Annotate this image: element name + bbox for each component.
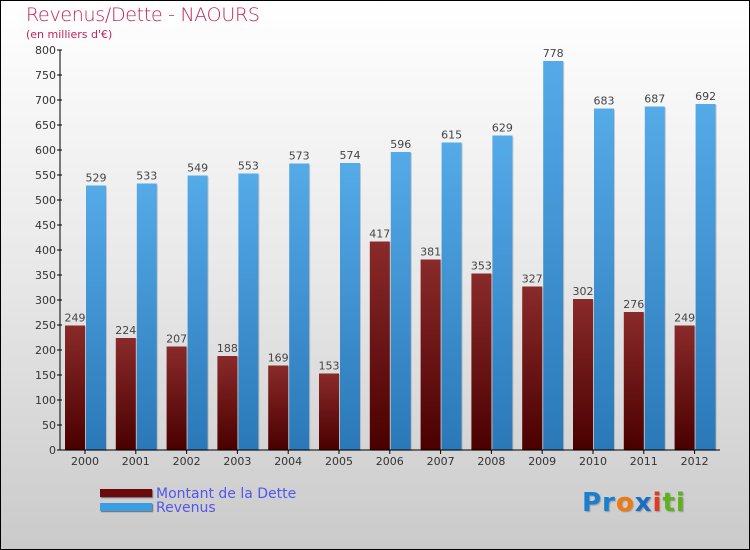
y-tick-label: 450	[35, 219, 56, 232]
data-label: 533	[136, 170, 157, 183]
y-tick-label: 650	[35, 119, 56, 132]
y-tick-label: 100	[35, 394, 56, 407]
bar-dette	[268, 365, 289, 450]
data-label: 353	[471, 260, 492, 273]
bar-dette	[166, 346, 187, 450]
bar-revenus	[492, 135, 513, 450]
x-tick-label: 2006	[376, 455, 404, 468]
x-tick-label: 2003	[223, 455, 251, 468]
bar-revenus	[340, 163, 360, 450]
bar-revenus	[289, 163, 310, 450]
y-tick-label: 750	[35, 69, 56, 82]
logo-part: i	[652, 488, 663, 518]
data-label: 169	[268, 352, 289, 365]
y-tick-label: 350	[35, 269, 56, 282]
bar-dette	[623, 312, 644, 450]
data-label: 302	[573, 285, 594, 298]
chart-subtitle: (en milliers d'€)	[26, 28, 113, 41]
x-tick-label: 2001	[122, 455, 150, 468]
y-tick-label: 800	[35, 44, 56, 57]
bar-dette	[115, 338, 136, 450]
bar-dette	[319, 373, 339, 450]
data-label: 629	[492, 122, 513, 135]
y-tick-label: 400	[35, 244, 56, 257]
data-label: 549	[187, 162, 208, 175]
y-tick-label: 200	[35, 344, 56, 357]
data-label: 573	[289, 150, 310, 163]
legend-swatch-debt	[100, 489, 152, 497]
logo-part: x	[634, 488, 653, 518]
bar-revenus	[594, 108, 614, 450]
data-label: 615	[441, 129, 462, 142]
x-tick-label: 2012	[681, 455, 709, 468]
x-tick-label: 2005	[325, 455, 353, 468]
data-label: 596	[390, 138, 411, 151]
y-tick-label: 500	[35, 194, 56, 207]
x-tick-label: 2009	[528, 455, 556, 468]
x-tick-label: 2011	[630, 455, 658, 468]
bar-dette	[674, 325, 695, 450]
data-label: 276	[623, 298, 644, 311]
data-label: 687	[644, 93, 665, 106]
bar-revenus	[644, 106, 665, 450]
data-label: 153	[319, 360, 340, 373]
bar-revenus	[543, 61, 564, 450]
x-tick-label: 2002	[173, 455, 201, 468]
data-label: 417	[369, 228, 390, 241]
proxiti-logo: Proxiti	[582, 488, 686, 518]
bar-dette	[369, 241, 390, 450]
bar-dette	[471, 273, 492, 450]
chart-title: Revenus/Dette - NAOURS	[26, 4, 260, 26]
bar-dette	[522, 286, 543, 450]
bar-revenus	[390, 152, 411, 450]
data-label: 683	[594, 95, 615, 108]
data-label: 381	[420, 246, 441, 259]
bar-dette	[65, 325, 85, 450]
legend-item-debt: Montant de la Dette	[100, 486, 296, 502]
y-tick-label: 300	[35, 294, 56, 307]
bar-revenus	[86, 185, 106, 450]
legend-swatch-revenus	[100, 503, 152, 511]
legend-label-debt: Montant de la Dette	[156, 486, 297, 502]
y-tick-label: 600	[35, 144, 56, 157]
bar-dette	[420, 259, 441, 450]
bar-revenus	[238, 173, 259, 450]
logo-part: Pr	[582, 488, 616, 518]
x-tick-label: 2000	[71, 455, 99, 468]
data-label: 188	[217, 342, 238, 355]
bar-dette	[573, 299, 593, 450]
bar-revenus	[695, 104, 716, 450]
bar-revenus	[441, 142, 462, 450]
x-tick-label: 2008	[477, 455, 505, 468]
data-label: 224	[115, 324, 136, 337]
data-label: 327	[522, 273, 543, 286]
y-tick-label: 250	[35, 319, 56, 332]
y-tick-label: 550	[35, 169, 56, 182]
data-label: 207	[166, 333, 187, 346]
data-label: 574	[340, 149, 361, 162]
y-tick-label: 50	[42, 419, 56, 432]
data-label: 249	[65, 312, 86, 325]
y-tick-label: 700	[35, 94, 56, 107]
x-tick-label: 2010	[579, 455, 607, 468]
y-tick-label: 150	[35, 369, 56, 382]
bar-revenus	[136, 183, 157, 450]
data-label: 553	[238, 160, 259, 173]
logo-part: ti	[662, 488, 686, 518]
data-label: 249	[674, 312, 695, 325]
data-label: 529	[86, 172, 107, 185]
legend-label-revenus: Revenus	[156, 500, 216, 516]
logo-part: o	[615, 488, 635, 518]
bar-dette	[217, 356, 238, 450]
bar-revenus	[187, 175, 208, 450]
data-label: 778	[543, 47, 564, 60]
legend-item-revenus: Revenus	[100, 500, 216, 516]
y-tick-label: 0	[49, 444, 56, 457]
x-tick-label: 2004	[274, 455, 302, 468]
x-tick-label: 2007	[427, 455, 455, 468]
data-label: 692	[695, 90, 716, 103]
